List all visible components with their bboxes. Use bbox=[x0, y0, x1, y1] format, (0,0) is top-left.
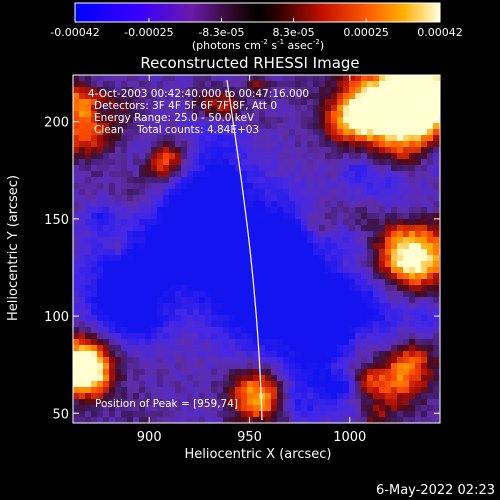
x-tick-label: 900 bbox=[137, 430, 162, 445]
solar-limb-curve bbox=[226, 79, 263, 421]
colorbar-tick-label: 0.00025 bbox=[343, 26, 389, 39]
colorbar-tick-label: -0.00025 bbox=[124, 26, 173, 39]
info-time-range: 4-Oct-2003 00:42:40.000 to 00:47:16.000 bbox=[88, 88, 309, 100]
y-tick-label: 150 bbox=[44, 213, 69, 228]
peak-position-label: Position of Peak = [959,74] bbox=[95, 398, 238, 410]
y-axis-label: Heliocentric Y (arcsec) bbox=[6, 175, 21, 321]
colorbar-unit-label: (photons cm-2 s-1 asec-2) bbox=[192, 38, 324, 52]
y-tick-label: 50 bbox=[52, 407, 69, 422]
info-energy-range: Energy Range: 25.0 - 50.0 keV bbox=[94, 112, 255, 124]
plot-frame bbox=[72, 74, 441, 424]
x-tick-label: 950 bbox=[237, 430, 262, 445]
colorbar-ticks: -0.00042 -0.00025 -8.3e-05 8.3e-05 0.00025 0.… bbox=[50, 18, 463, 39]
colorbar-tick-label: -0.00042 bbox=[50, 26, 99, 39]
chart-title: Reconstructed RHESSI Image bbox=[140, 54, 359, 72]
colorbar-tick-label: -8.3e-05 bbox=[198, 26, 244, 39]
x-tick-label: 1000 bbox=[333, 430, 366, 445]
colorbar-tick-label: 8.3e-05 bbox=[272, 26, 314, 39]
colorbar-tick-label: 0.00042 bbox=[417, 26, 463, 39]
heatmap-image bbox=[73, 75, 440, 423]
axis-ticks: 900 950 1000 50 100 150 200 bbox=[44, 75, 440, 445]
info-clean-counts: Clean Total counts: 4.84E+03 bbox=[94, 124, 259, 136]
info-text: 4-Oct-2003 00:42:40.000 to 00:47:16.000 … bbox=[88, 88, 309, 136]
footer-date: 6-May-2022 02:23 bbox=[376, 483, 495, 498]
y-tick-label: 100 bbox=[44, 310, 69, 325]
colorbar bbox=[74, 2, 441, 23]
y-tick-label: 200 bbox=[44, 116, 69, 131]
info-detectors: Detectors: 3F 4F 5F 6F 7F 8F, Att 0 bbox=[94, 100, 277, 112]
x-axis-label: Heliocentric X (arcsec) bbox=[185, 447, 332, 462]
